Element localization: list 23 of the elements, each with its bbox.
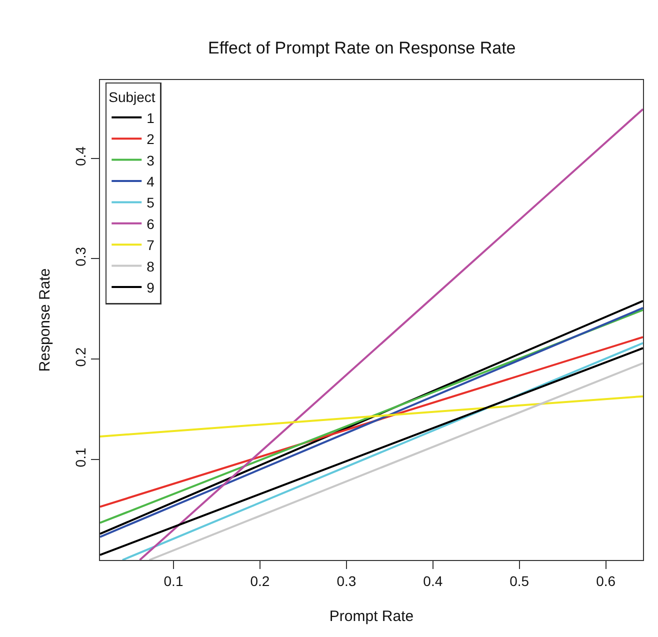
legend-label: 6 — [146, 216, 155, 232]
chart-title: Effect of Prompt Rate on Response Rate — [208, 38, 516, 58]
x-tick-label: 0.2 — [250, 572, 270, 589]
y-tick-label: 0.3 — [72, 246, 88, 266]
y-tick-label: 0.4 — [72, 146, 88, 166]
legend-label: 3 — [146, 152, 155, 168]
y-tick-label: 0.2 — [72, 347, 88, 367]
legend-label: 9 — [146, 279, 155, 296]
y-tick-label: 0.1 — [72, 448, 88, 468]
x-tick-label: 0.1 — [164, 572, 184, 589]
legend-label: 2 — [146, 131, 155, 148]
x-tick-label: 0.6 — [596, 572, 616, 589]
legend-label: 8 — [146, 258, 155, 274]
x-tick-label: 0.4 — [423, 572, 443, 589]
y-axis-title: Response Rate — [36, 268, 54, 372]
legend-label: 1 — [146, 110, 155, 126]
x-axis-title: Prompt Rate — [329, 608, 414, 625]
legend-label: 4 — [146, 173, 155, 190]
x-tick-label: 0.3 — [336, 572, 356, 589]
legend-label: 5 — [146, 194, 155, 211]
legend-label: 7 — [146, 237, 155, 254]
legend-title: Subject — [108, 88, 156, 105]
x-tick-label: 0.5 — [510, 572, 530, 589]
